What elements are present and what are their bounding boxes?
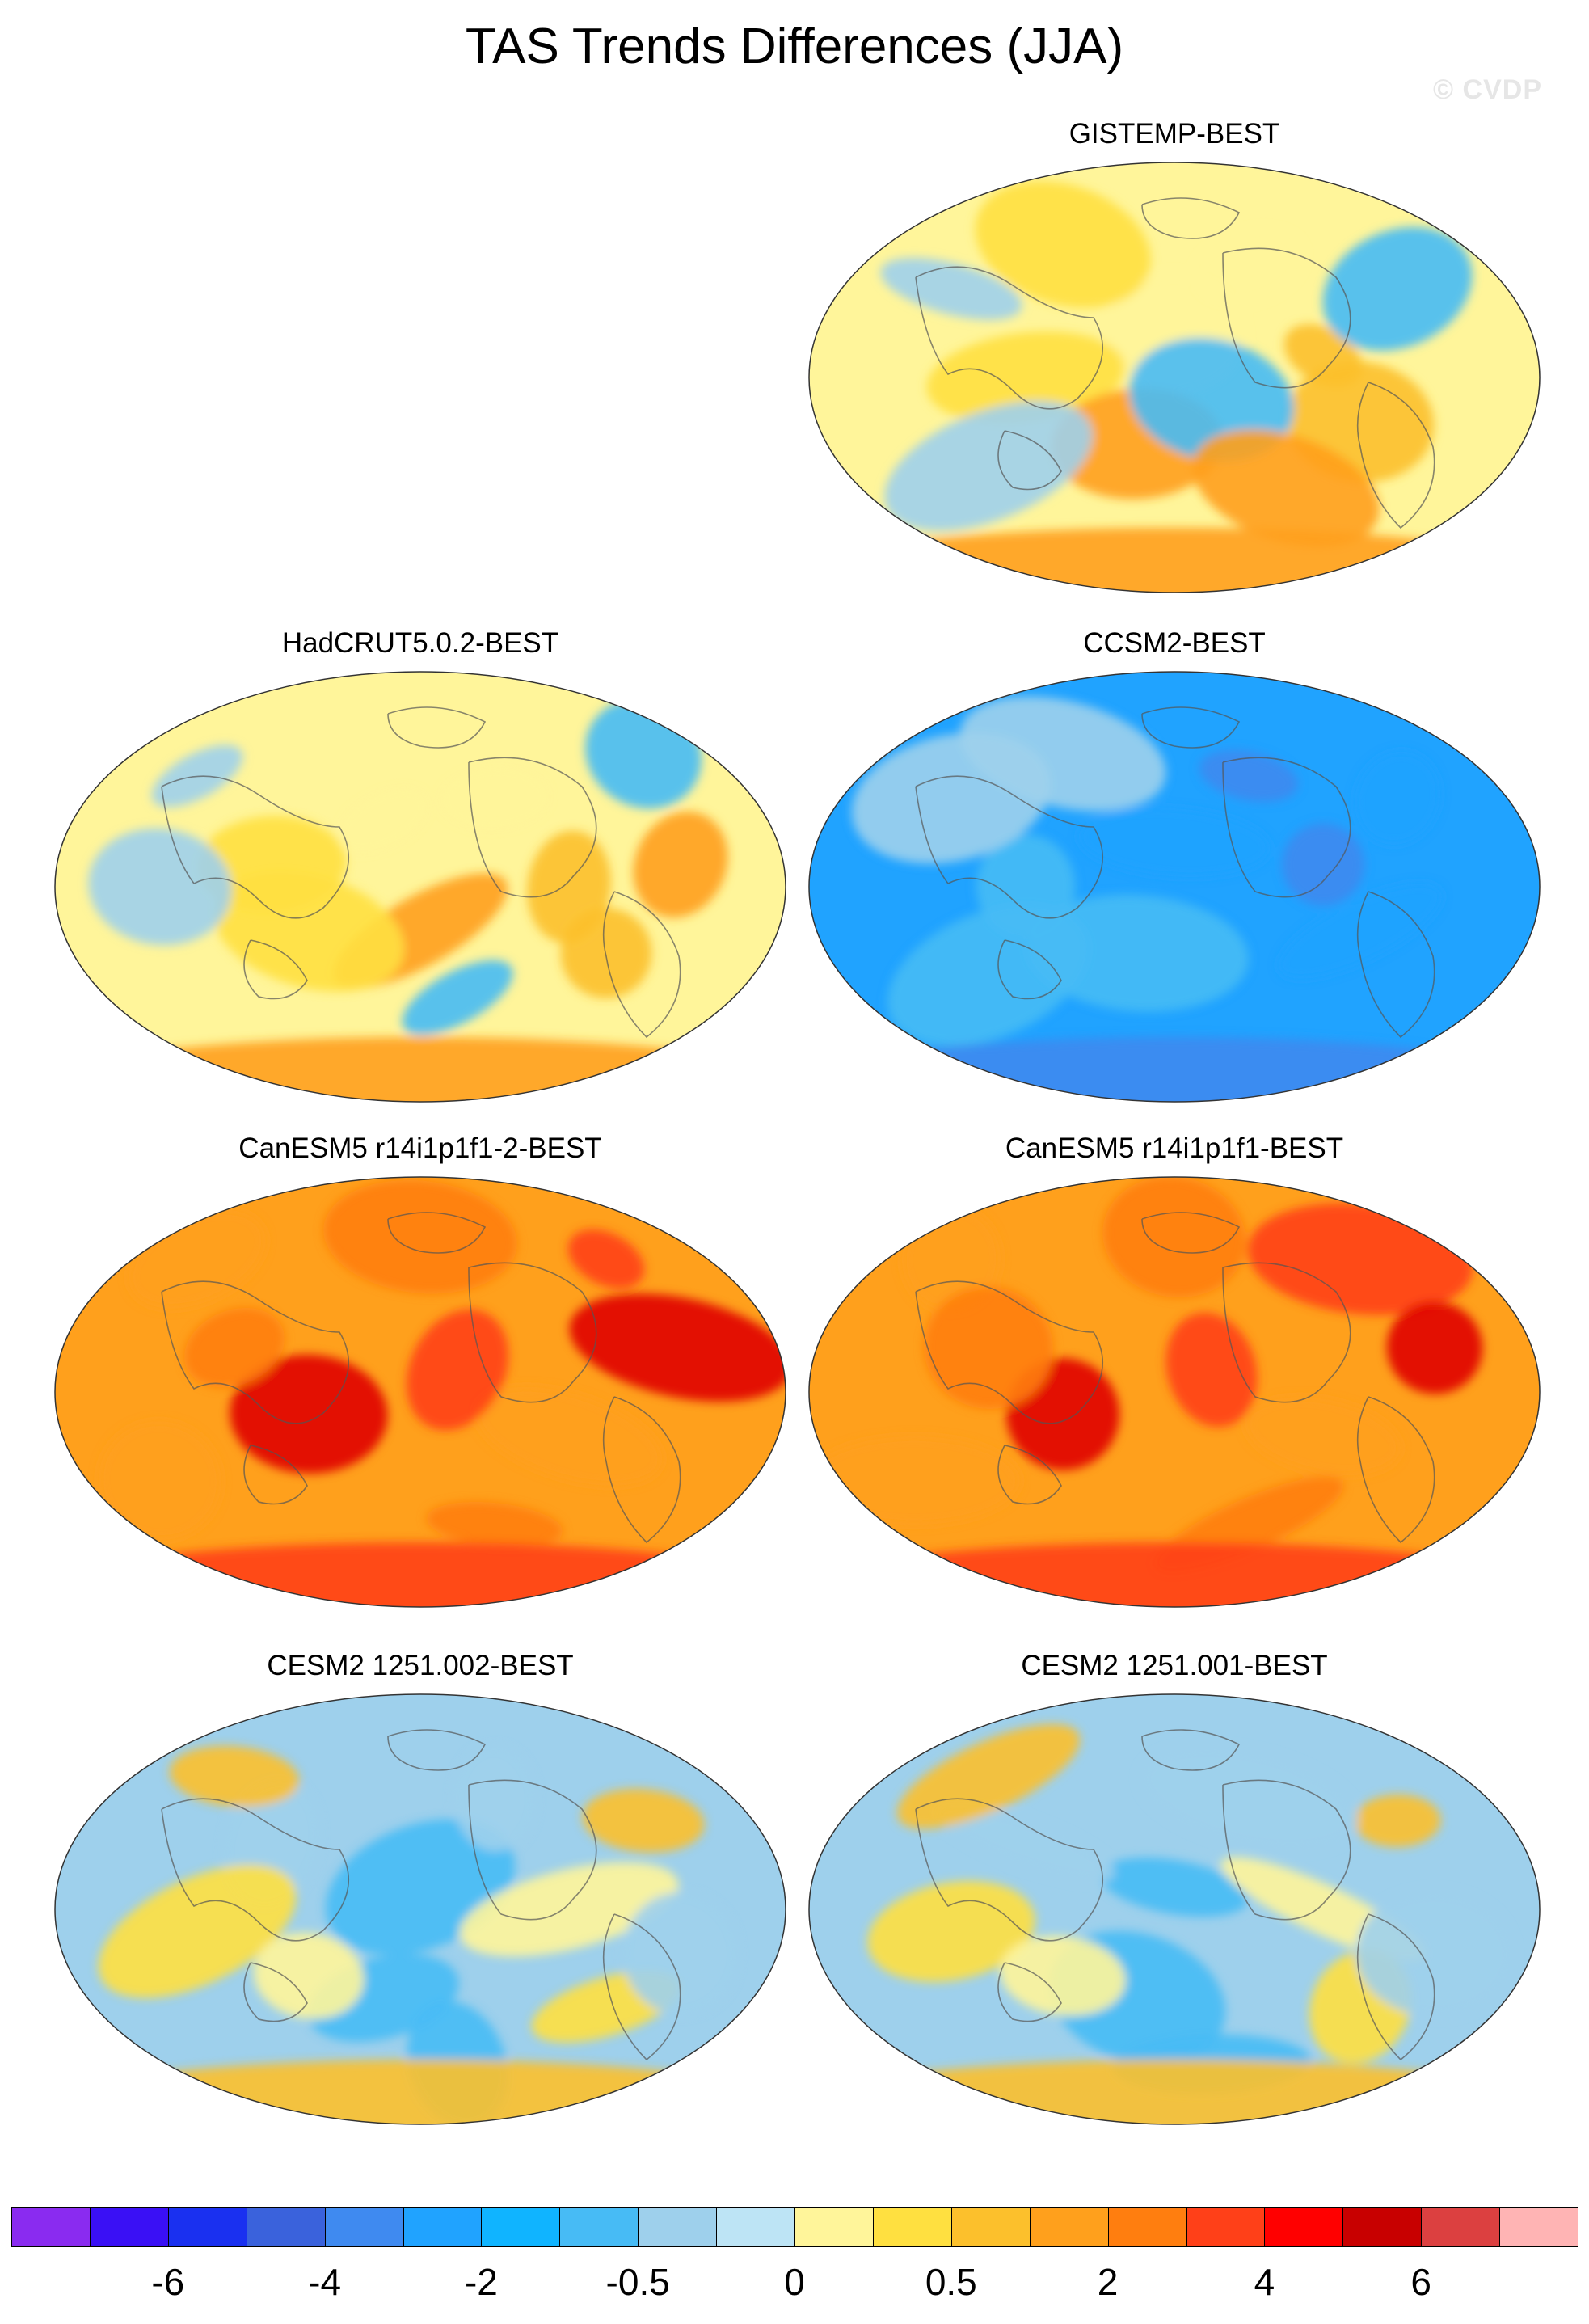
colorbar-box [716, 2207, 795, 2247]
panel-title: CESM2 1251.001-BEST [1021, 1650, 1328, 1681]
colorbar-tick-label: -4 [308, 2261, 342, 2303]
colorbar-box [794, 2207, 874, 2247]
temperature-field [809, 672, 1540, 1102]
colorbar-box [89, 2207, 169, 2247]
global-map [54, 1693, 786, 2125]
colorbar [11, 2207, 1578, 2249]
figure-title: TAS Trends Differences (JJA) [465, 19, 1124, 74]
colorbar-box [872, 2207, 952, 2247]
colorbar-box [1499, 2207, 1578, 2247]
map-outline [808, 162, 1541, 593]
coastlines [915, 1729, 1435, 2061]
map-panel-cesm2-002-best: CESM2 1251.002-BEST [48, 1649, 792, 2134]
temperature-field [55, 672, 786, 1102]
map-outline [54, 1176, 786, 1608]
panel-title: CESM2 1251.002-BEST [267, 1650, 574, 1681]
map-panel-hadcrut-best: HadCRUT5.0.2-BEST [48, 626, 792, 1111]
colorbar-tick-label: -2 [464, 2261, 498, 2303]
map-outline [808, 1693, 1541, 2125]
colorbar-tick-label: 0.5 [925, 2261, 977, 2303]
map-outline [808, 671, 1541, 1103]
colorbar-tick-label: 4 [1254, 2261, 1275, 2303]
colorbar-box [1342, 2207, 1423, 2247]
panel-title: CanESM5 r14i1p1f1-2-BEST [238, 1132, 602, 1164]
map-outline [54, 1693, 786, 2125]
colorbar-tick-label: 0 [784, 2261, 805, 2303]
colorbar-box [1264, 2207, 1344, 2247]
temperature-field [809, 1177, 1540, 1607]
colorbar-box [403, 2207, 483, 2247]
panel-title: CanESM5 r14i1p1f1-BEST [1005, 1132, 1344, 1164]
coastlines [915, 1212, 1435, 1544]
map-panel-canesm5-r14-best: CanESM5 r14i1p1f1-BEST [803, 1132, 1546, 1617]
colorbar-box [559, 2207, 639, 2247]
global-map [808, 1176, 1541, 1608]
colorbar-tick-label: -6 [151, 2261, 185, 2303]
panel-title: GISTEMP-BEST [1068, 118, 1280, 150]
global-map [54, 1176, 786, 1608]
colorbar-box [324, 2207, 404, 2247]
colorbar-tick-label: -0.5 [605, 2261, 670, 2303]
coastlines [915, 706, 1435, 1039]
colorbar-box [638, 2207, 718, 2247]
coastlines [915, 197, 1435, 529]
global-map [808, 162, 1541, 593]
colorbar-box [1421, 2207, 1501, 2247]
panel-title: HadCRUT5.0.2-BEST [281, 627, 559, 659]
colorbar-box [1107, 2207, 1187, 2247]
global-map [808, 1693, 1541, 2125]
colorbar-box [950, 2207, 1031, 2247]
colorbar-box [1186, 2207, 1266, 2247]
colorbar-box [167, 2207, 247, 2247]
map-panel-ccsm2-best: CCSM2-BEST [803, 626, 1546, 1111]
temperature-field [809, 162, 1540, 593]
map-outline [808, 1176, 1541, 1608]
colorbar-tick-label: 2 [1097, 2261, 1119, 2303]
temperature-field [55, 1694, 786, 2124]
global-map [808, 671, 1541, 1103]
map-panel-canesm5-r14-2-best: CanESM5 r14i1p1f1-2-BEST [48, 1132, 792, 1617]
map-outline [54, 671, 786, 1103]
temperature-field [809, 1694, 1540, 2124]
temperature-field [55, 1177, 786, 1607]
panel-title: CCSM2-BEST [1083, 627, 1266, 659]
colorbar-box [481, 2207, 561, 2247]
colorbar-box [1029, 2207, 1109, 2247]
coastlines [161, 1729, 681, 2061]
cvdp-watermark: © CVDP [1433, 74, 1542, 105]
map-panel-gistemp-best: GISTEMP-BEST [803, 117, 1546, 602]
colorbar-box [11, 2207, 91, 2247]
colorbar-box [246, 2207, 326, 2247]
map-panel-cesm2-001-best: CESM2 1251.001-BEST [803, 1649, 1546, 2134]
colorbar-tick-label: 6 [1410, 2261, 1431, 2303]
coastlines [161, 1212, 681, 1544]
global-map [54, 671, 786, 1103]
coastlines [161, 706, 681, 1039]
